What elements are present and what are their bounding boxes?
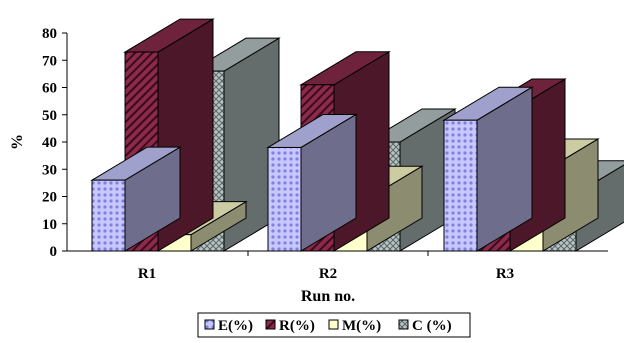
y-tick-label: 40 [42, 135, 57, 151]
legend: E(%) R(%) M(%) C (%) [197, 312, 471, 338]
bars-layer [90, 18, 624, 252]
x-tick-label: R3 [496, 266, 514, 282]
y-tick-label: 0 [50, 244, 58, 260]
y-tick-label: 10 [42, 217, 57, 233]
legend-swatch [328, 319, 339, 330]
legend-swatch [398, 319, 409, 330]
y-axis-title: % [9, 134, 26, 150]
bar-front-face [443, 119, 478, 252]
y-tick-label: 60 [42, 81, 57, 97]
bar [442, 86, 534, 252]
y-tick-label: 50 [42, 108, 57, 124]
bar [90, 146, 182, 252]
bar-front-face [267, 146, 302, 252]
legend-label: E(%) [218, 318, 253, 334]
x-axis-title: Run no. [301, 288, 355, 305]
legend-label: C (%) [412, 318, 452, 334]
legend-label: M(%) [342, 318, 381, 334]
axis-layer: 0 10 20 30 40 50 60 70 80 R1 R2 R3 [42, 26, 608, 282]
y-tick-label: 20 [42, 190, 57, 206]
legend-swatch [265, 319, 276, 330]
legend-swatch [204, 319, 215, 330]
y-tick-label: 70 [42, 53, 57, 69]
y-tick-label: 80 [42, 26, 57, 42]
y-tick-label: 30 [42, 162, 57, 178]
x-tick-label: R1 [138, 266, 156, 282]
bar-front-face [91, 179, 126, 252]
x-tick-label: R2 [319, 266, 337, 282]
legend-label: R(%) [279, 318, 315, 334]
bar [266, 113, 358, 252]
